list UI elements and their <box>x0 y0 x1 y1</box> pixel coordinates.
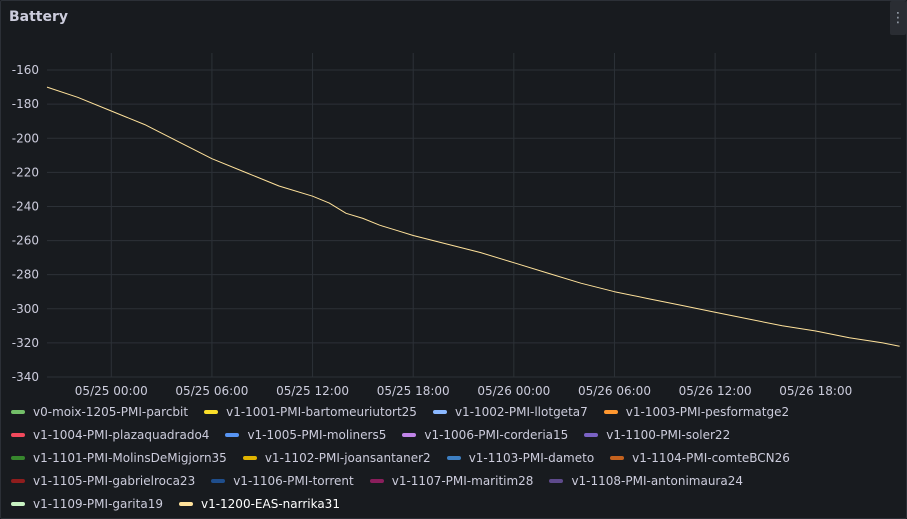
x-tick-label: 05/25 00:00 <box>75 384 148 398</box>
legend-label: v1-1104-PMI-comteBCN26 <box>632 451 790 465</box>
legend-swatch <box>369 478 384 483</box>
legend-swatch <box>11 432 25 437</box>
legend-item[interactable]: v1-1101-PMI-MolinsDeMigjorn35 <box>11 447 227 470</box>
legend-item[interactable]: v1-1108-PMI-antonimaura24 <box>549 470 743 493</box>
panel-menu-icon[interactable]: ⋮ <box>890 1 906 35</box>
legend-label: v1-1107-PMI-maritim28 <box>391 474 534 488</box>
legend-item[interactable]: v1-1106-PMI-torrent <box>211 470 354 493</box>
y-tick-label: -320 <box>12 336 39 350</box>
panel-title: Battery <box>9 9 69 25</box>
chart-legend: v0-moix-1205-PMI-parcbit v1-1001-PMI-bart… <box>11 401 901 516</box>
legend-swatch <box>11 478 25 483</box>
x-tick-label: 05/26 06:00 <box>578 384 651 398</box>
legend-label: v1-1101-PMI-MolinsDeMigjorn35 <box>33 451 227 465</box>
legend-item[interactable]: v1-1005-PMI-moliners5 <box>225 424 386 447</box>
legend-label: v1-1108-PMI-antonimaura24 <box>571 474 743 488</box>
legend-item[interactable]: v1-1104-PMI-comteBCN26 <box>610 447 790 470</box>
legend-item[interactable]: v0-moix-1205-PMI-parcbit <box>11 401 188 424</box>
legend-swatch <box>603 409 618 414</box>
battery-line-chart[interactable]: -160 -180 -200 -220 -240 -260 -280 -300 -320 -340… <box>1 1 906 401</box>
x-tick-label: 05/25 12:00 <box>276 384 349 398</box>
y-tick-label: -240 <box>12 199 39 213</box>
legend-swatch <box>204 409 219 414</box>
legend-swatch <box>11 455 25 460</box>
x-tick-label: 05/25 18:00 <box>377 384 450 398</box>
legend-label: v0-moix-1205-PMI-parcbit <box>33 405 189 419</box>
y-tick-label: -340 <box>12 370 39 384</box>
legend-item[interactable]: v1-1109-PMI-garita19 <box>11 493 163 516</box>
y-tick-label: -180 <box>12 97 39 111</box>
legend-item[interactable]: v1-1006-PMI-corderia15 <box>402 424 568 447</box>
legend-item[interactable]: v1-1102-PMI-joansantaner2 <box>242 447 431 470</box>
legend-label: v1-1109-PMI-garita19 <box>33 497 163 511</box>
legend-label: v1-1106-PMI-torrent <box>233 474 354 488</box>
legend-swatch <box>11 409 25 414</box>
legend-label: v1-1002-PMI-llotgeta7 <box>454 405 588 419</box>
legend-label: v1-1006-PMI-corderia15 <box>424 428 569 442</box>
y-tick-label: -280 <box>12 268 39 282</box>
legend-swatch <box>225 432 240 437</box>
y-tick-label: -300 <box>12 302 39 316</box>
x-tick-label: 05/25 06:00 <box>175 384 248 398</box>
legend-item[interactable]: v1-1004-PMI-plazaquadrado4 <box>11 424 209 447</box>
legend-label: v1-1103-PMI-dameto <box>468 451 595 465</box>
legend-swatch <box>432 409 447 414</box>
legend-label: v1-1001-PMI-bartomeuriutort25 <box>226 405 417 419</box>
y-tick-label: -200 <box>12 131 39 145</box>
y-tick-label: -220 <box>12 165 39 179</box>
legend-swatch <box>446 455 461 460</box>
legend-item[interactable]: v1-1003-PMI-pesformatge2 <box>603 401 790 424</box>
legend-label: v1-1102-PMI-joansantaner2 <box>264 451 431 465</box>
legend-label: v1-1100-PMI-soler22 <box>606 428 731 442</box>
legend-label: v1-1003-PMI-pesformatge2 <box>625 405 790 419</box>
legend-item[interactable]: v1-1001-PMI-bartomeuriutort25 <box>204 401 417 424</box>
legend-label: v1-1200-EAS-narrika31 <box>200 497 340 511</box>
legend-swatch <box>610 455 625 460</box>
legend-label: v1-1005-PMI-moliners5 <box>247 428 387 442</box>
legend-item[interactable]: v1-1002-PMI-llotgeta7 <box>432 401 588 424</box>
legend-swatch <box>549 478 564 483</box>
y-tick-label: -260 <box>12 234 39 248</box>
legend-swatch <box>242 455 257 460</box>
x-tick-label: 05/26 00:00 <box>477 384 550 398</box>
legend-swatch <box>211 478 226 483</box>
legend-item[interactable]: v1-1200-EAS-narrika31 <box>178 493 340 516</box>
series-line <box>46 86 900 347</box>
legend-item[interactable]: v1-1103-PMI-dameto <box>446 447 595 470</box>
legend-swatch <box>402 432 417 437</box>
y-tick-label: -160 <box>12 63 39 77</box>
legend-item[interactable]: v1-1100-PMI-soler22 <box>584 424 730 447</box>
legend-item[interactable]: v1-1107-PMI-maritim28 <box>369 470 534 493</box>
legend-item[interactable]: v1-1105-PMI-gabrielroca23 <box>11 470 195 493</box>
legend-label: v1-1105-PMI-gabrielroca23 <box>33 474 196 488</box>
legend-label: v1-1004-PMI-plazaquadrado4 <box>33 428 210 442</box>
x-tick-label: 05/26 18:00 <box>779 384 852 398</box>
x-tick-label: 05/26 12:00 <box>679 384 752 398</box>
legend-swatch <box>178 501 193 506</box>
legend-swatch <box>584 432 599 437</box>
legend-swatch <box>11 501 25 506</box>
